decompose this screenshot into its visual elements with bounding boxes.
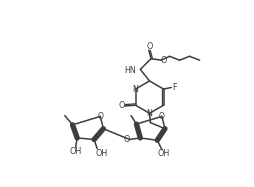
Text: OH: OH bbox=[95, 149, 107, 158]
Text: O: O bbox=[97, 112, 103, 121]
Text: O: O bbox=[160, 56, 167, 65]
Text: OH: OH bbox=[157, 149, 169, 158]
Text: O: O bbox=[146, 42, 152, 51]
Text: O: O bbox=[118, 102, 124, 111]
Text: O: O bbox=[123, 135, 129, 144]
Text: F: F bbox=[171, 83, 176, 92]
Text: OH: OH bbox=[69, 147, 82, 156]
Text: N: N bbox=[132, 85, 138, 94]
Text: N: N bbox=[146, 109, 152, 118]
Text: HN: HN bbox=[124, 66, 136, 75]
Text: O: O bbox=[158, 112, 164, 121]
